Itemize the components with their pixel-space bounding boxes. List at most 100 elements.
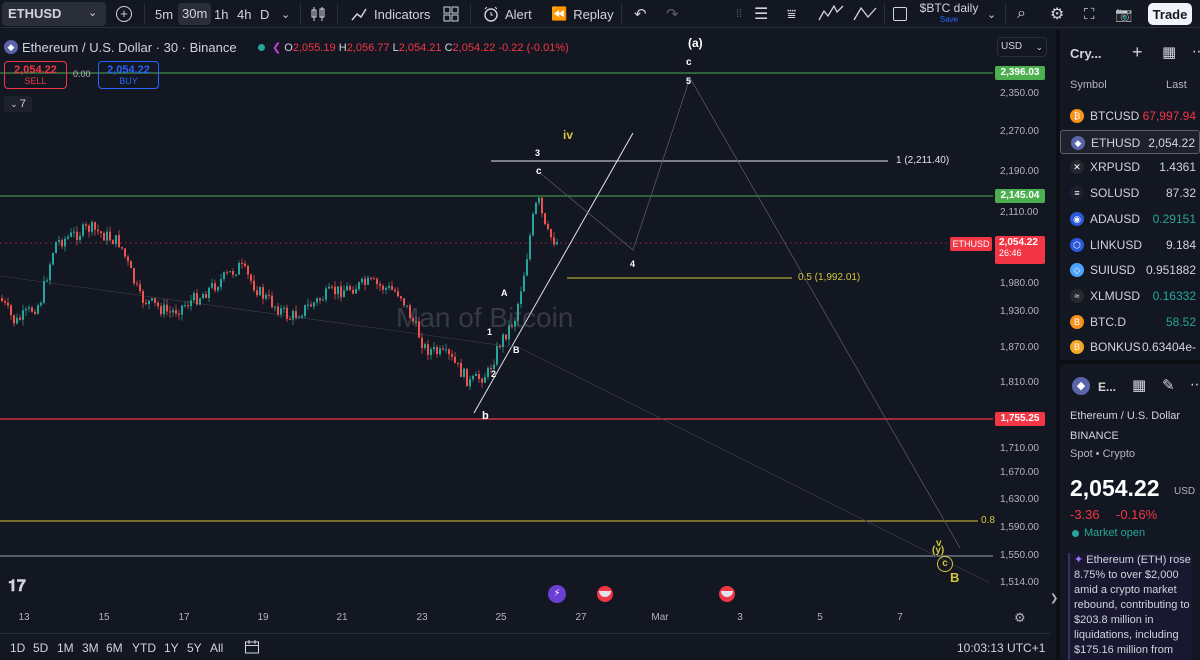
layout-name-button[interactable]: $BTC daily Save — [917, 1, 981, 27]
price-chart[interactable] — [0, 28, 1052, 633]
range-button-3m[interactable]: 3M — [82, 641, 99, 655]
interval-5m[interactable]: 5m — [155, 0, 173, 28]
range-button-5d[interactable]: 5D — [33, 641, 49, 655]
candle-body — [157, 302, 159, 307]
column-symbol[interactable]: Symbol — [1070, 79, 1107, 91]
watchlist-row-btcusd[interactable]: ₿ BTCUSD 67,997.94 — [1060, 104, 1200, 128]
ideas-event-icon[interactable]: ⚡ — [548, 585, 566, 603]
date-range-picker-button[interactable] — [244, 639, 260, 658]
trade-label: Trade — [1152, 6, 1188, 22]
watchlist-row-linkusd[interactable]: ⬡ LINKUSD 9.184 — [1060, 233, 1200, 257]
clock[interactable]: 10:03:13 UTC+1 — [957, 641, 1046, 655]
watchlist-last: 9.184 — [1165, 237, 1196, 252]
candle-body — [433, 346, 435, 350]
settings-button[interactable]: ⚙ — [1050, 0, 1064, 28]
range-button-all[interactable]: All — [210, 641, 224, 655]
details-name[interactable]: Ethereum / U.S. Dollar — [1070, 410, 1181, 422]
fullscreen-icon: ⛶ — [1084, 5, 1095, 23]
news-snippet[interactable]: ✦ Ethereum (ETH) rose 8.75% to over $2,0… — [1068, 553, 1192, 660]
quick-search-button[interactable]: ⌕ — [1017, 0, 1026, 28]
wave-label-b: b — [482, 410, 489, 422]
candles-icon — [311, 7, 325, 21]
candle-body — [175, 310, 177, 314]
range-button-1y[interactable]: 1Y — [164, 641, 179, 655]
watchlist-more-icon[interactable]: ⋯ — [1192, 43, 1200, 59]
alert-button[interactable]: Alert — [483, 0, 532, 28]
range-button-1m[interactable]: 1M — [57, 641, 74, 655]
chart-title[interactable]: Ethereum / U.S. Dollar · 30 · Binance — [22, 40, 237, 55]
candle-body — [295, 311, 297, 318]
watchlist-row-xrpusd[interactable]: ✕ XRPUSD 1.4361 — [1060, 155, 1200, 179]
watchlist-title[interactable]: Cry... — [1070, 46, 1102, 61]
interval-4h[interactable]: 4h — [237, 0, 251, 28]
axis-settings-button[interactable]: ⚙ — [1014, 610, 1026, 625]
candle-body — [214, 283, 216, 291]
add-symbol-button[interactable]: + — [116, 0, 132, 28]
watchlist-row-ethusd[interactable]: ◆ ETHUSD 2,054.22 — [1060, 129, 1200, 154]
redo-button[interactable]: ↷ — [666, 0, 679, 28]
trendline-lower[interactable] — [473, 132, 634, 414]
chart-type-button[interactable] — [310, 0, 326, 28]
indicators-collapse-toggle[interactable]: ⌄ 7 — [4, 96, 32, 112]
coin-logo-icon: B — [1070, 340, 1084, 355]
range-button-ytd[interactable]: YTD — [132, 641, 156, 655]
column-last[interactable]: Last — [1166, 79, 1187, 91]
interval-30m[interactable]: 30m — [178, 0, 212, 28]
candle-body — [67, 236, 69, 239]
fullscreen-button[interactable]: ⛶ — [1084, 0, 1095, 28]
range-button-6m[interactable]: 6M — [106, 641, 123, 655]
elliott-wave-tool[interactable] — [818, 0, 844, 28]
candle-body — [550, 228, 552, 238]
watchlist-layout-icon[interactable]: ▦ — [1162, 44, 1177, 61]
trade-button[interactable]: Trade — [1148, 3, 1192, 25]
watchlist-row-adausd[interactable]: ◉ ADAUSD 0.29151 — [1060, 207, 1200, 231]
us-flag-event-icon[interactable] — [597, 586, 613, 602]
undo-button[interactable]: ↶ — [634, 0, 647, 28]
range-button-1d[interactable]: 1D — [10, 641, 26, 655]
elliott-abc-tool[interactable] — [853, 0, 879, 28]
watchlist-symbol: SUIUSD — [1090, 263, 1136, 278]
replay-button[interactable]: ⏪ Replay — [551, 0, 614, 28]
sell-button[interactable]: 2,054.22 SELL — [4, 61, 67, 89]
coin-logo-icon: ₿ — [1070, 109, 1084, 123]
layout-save-status: Save — [939, 15, 959, 24]
watchlist-row-solusd[interactable]: ≡ SOLUSD 87.32 — [1060, 181, 1200, 205]
watchlist-row-xlmusd[interactable]: ≈ XLMUSD 0.16332 — [1060, 284, 1200, 308]
interval-1h[interactable]: 1h — [214, 0, 228, 28]
price-tick: 1,930.00 — [1000, 306, 1039, 317]
watchlist-row-bonkus[interactable]: B BONKUS 0.63404e- — [1060, 335, 1200, 359]
candle-body — [394, 289, 396, 292]
interval-dropdown[interactable]: ⌄ — [281, 0, 290, 28]
candle-body — [511, 325, 513, 327]
edit-icon[interactable]: ✎ — [1162, 377, 1175, 394]
add-symbol-plus-icon[interactable]: + — [1132, 42, 1143, 62]
templates-button[interactable] — [443, 0, 459, 28]
watchlist-symbol: BONKUS — [1090, 340, 1141, 355]
price-tick: 1,630.00 — [1000, 494, 1039, 505]
candle-body — [460, 362, 462, 377]
candle-body — [340, 286, 342, 298]
candle-body — [244, 263, 246, 267]
layout-checkbox[interactable] — [893, 0, 907, 28]
snapshot-button[interactable]: 📷 — [1115, 0, 1132, 28]
watchlist-row-btcd[interactable]: B BTC.D 58.52 — [1060, 310, 1200, 334]
candle-body — [88, 225, 90, 232]
drawing-favorites[interactable]: ⁞⁞ — [736, 0, 742, 28]
layout-dropdown[interactable]: ⌄ — [987, 0, 996, 28]
details-layout-icon[interactable]: ▦ — [1132, 377, 1147, 394]
details-more-icon[interactable]: ⋯ — [1190, 376, 1200, 392]
candle-body — [538, 197, 540, 203]
collapse-panel-icon[interactable]: ❯ — [1050, 593, 1059, 604]
range-button-5y[interactable]: 5Y — [187, 641, 202, 655]
currency-select[interactable]: USD ⌄ — [997, 37, 1047, 57]
watchlist-row-suiusd[interactable]: ◇ SUIUSD 0.951882 — [1060, 258, 1200, 282]
us-flag-event-icon[interactable] — [719, 586, 735, 602]
indicators-button[interactable]: Indicators — [350, 0, 430, 28]
fib-tool[interactable]: ⩸ — [787, 0, 796, 28]
tradingview-logo[interactable]: 𝟏𝟕 — [8, 578, 26, 595]
coin-logo-icon: ≈ — [1070, 288, 1084, 303]
symbol-search[interactable]: ETHUSD ⌄ — [2, 2, 106, 26]
horizontal-lines-tool[interactable]: ☰ — [754, 0, 768, 28]
interval-d[interactable]: D — [260, 0, 269, 28]
buy-button[interactable]: 2,054.22 BUY — [98, 61, 159, 89]
